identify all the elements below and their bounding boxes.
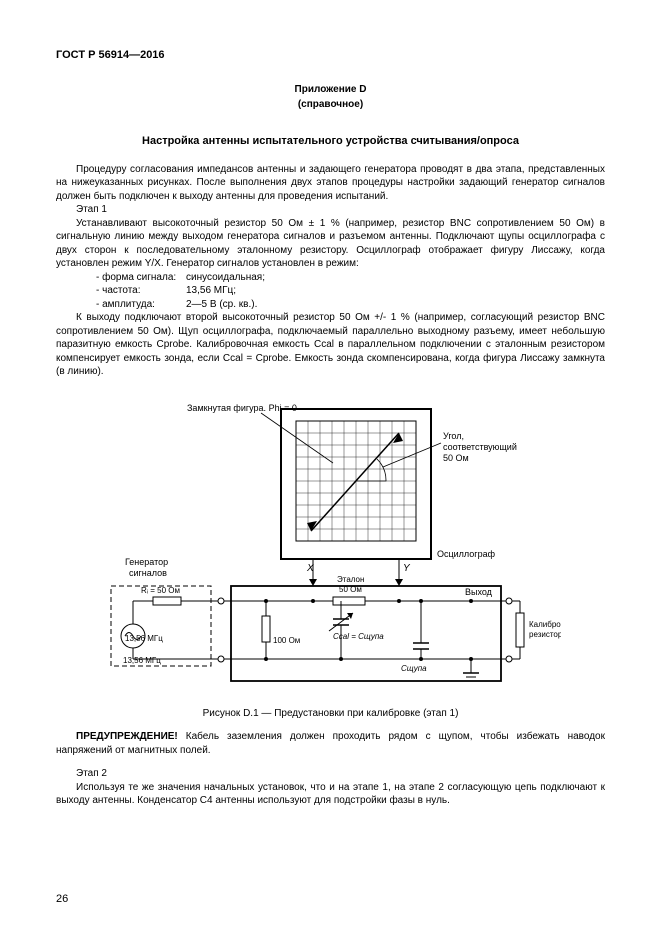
list-waveform: - форма сигнала:синусоидальная; (56, 271, 605, 285)
gost-header: ГОСТ Р 56914—2016 (56, 48, 605, 63)
circuit-diagram: Замкнутая фигура. Phi = 0 Угол, соответс… (101, 391, 561, 701)
list-waveform-value: синусоидальная; (186, 272, 265, 283)
stage-2-label: Этап 2 (56, 767, 605, 781)
paragraph-intro: Процедуру согласования импедансов антенн… (56, 163, 605, 204)
list-amplitude-label: - амплитуда: (76, 298, 186, 312)
label-freq: 13,56 МГц (123, 656, 161, 665)
label-angle-2: соответствующий (443, 442, 517, 452)
node-100-bot (264, 657, 268, 661)
paragraph-output: К выходу подключают второй высокоточный … (56, 311, 605, 379)
list-frequency-label: - частота: (76, 284, 186, 298)
label-ccal: Ccal = Cщупа (333, 632, 384, 641)
node-100-top (264, 599, 268, 603)
label-ref1: Эталон (337, 575, 364, 584)
label-y: Y (403, 563, 411, 574)
annex-title: Приложение D (56, 83, 605, 97)
label-calres-2: резистор 50 Ом (529, 630, 561, 639)
label-cprobe: Cщупа (401, 664, 427, 673)
node-y-top (397, 599, 401, 603)
resistor-100ohm (262, 616, 270, 642)
warning-paragraph: ПРЕДУПРЕЖДЕНИЕ! Кабель заземления должен… (56, 730, 605, 757)
list-frequency: - частота:13,56 МГц; (56, 284, 605, 298)
figure-d1: Замкнутая фигура. Phi = 0 Угол, соответс… (101, 391, 561, 701)
paragraph-stage2: Используя те же значения начальных устан… (56, 781, 605, 808)
resistor-calibration (516, 613, 524, 647)
label-generator-1: Генератор (125, 557, 168, 567)
stage-1-label: Этап 1 (56, 203, 605, 217)
label-x: X (306, 563, 314, 574)
label-oscilloscope: Осциллограф (437, 549, 496, 559)
annex-subtitle: (справочное) (56, 98, 605, 112)
label-output: Выход (465, 587, 493, 597)
arrow-x-icon (309, 579, 317, 586)
label-100ohm: 100 Ом (273, 636, 300, 645)
connector-gen-top (218, 598, 224, 604)
list-waveform-label: - форма сигнала: (76, 271, 186, 285)
connector-gen-bot (218, 656, 224, 662)
page-number: 26 (56, 892, 68, 907)
label-angle-3: 50 Ом (443, 453, 469, 463)
label-calres-1: Калибровочный (529, 620, 561, 629)
label-closed-figure: Замкнутая фигура. Phi = 0 (187, 403, 297, 413)
section-title: Настройка антенны испытательного устройс… (56, 134, 605, 149)
warning-label: ПРЕДУПРЕЖДЕНИЕ! (76, 731, 178, 742)
list-amplitude-value: 2—5 В (ср. кв.). (186, 299, 257, 310)
label-angle-1: Угол, (443, 431, 464, 441)
label-ri: Rᵢ = 50 Ом (141, 586, 180, 595)
label-ref2: 50 Ом (339, 585, 362, 594)
figure-caption: Рисунок D.1 — Предустановки при калибров… (56, 707, 605, 721)
label-generator-2: сигналов (129, 568, 167, 578)
arrow-y-icon (395, 579, 403, 586)
resistor-reference (333, 597, 365, 605)
list-frequency-value: 13,56 МГц; (186, 285, 236, 296)
page: ГОСТ Р 56914—2016 Приложение D (справочн… (0, 0, 661, 935)
list-amplitude: - амплитуда:2—5 В (ср. кв.). (56, 298, 605, 312)
paragraph-stage1: Устанавливают высокоточный резистор 50 О… (56, 217, 605, 271)
resistor-ri (153, 597, 181, 605)
label-frequency-gen: 13,56 МГц (125, 634, 163, 643)
node-x-top (311, 599, 315, 603)
